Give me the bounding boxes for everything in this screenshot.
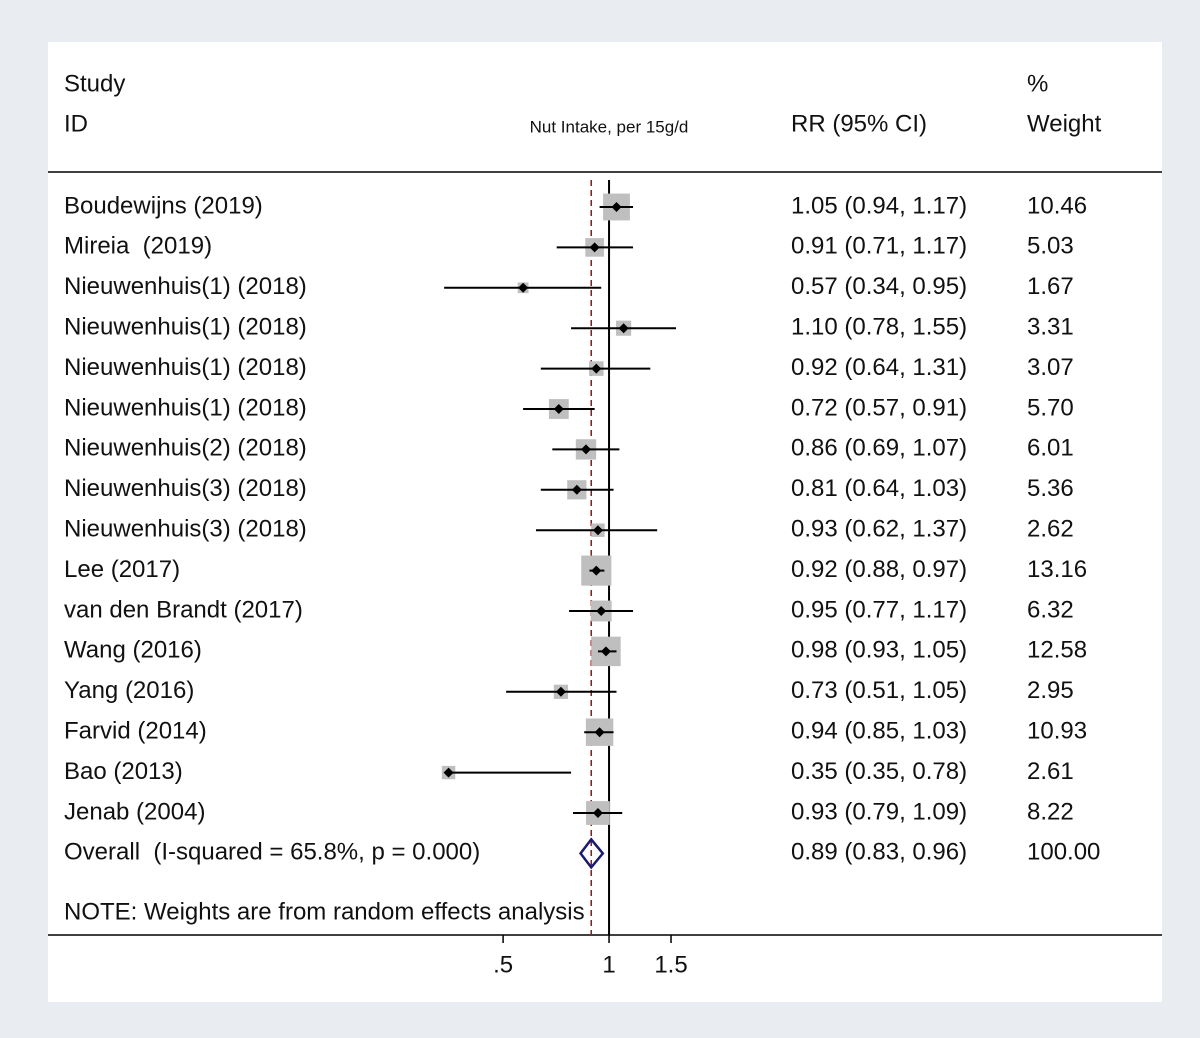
study-label: Nieuwenhuis(1) (2018) [64, 273, 307, 300]
weight-label: 2.95 [1027, 677, 1074, 704]
ci-label: 0.35 (0.35, 0.78) [791, 758, 967, 785]
weight-label: 3.07 [1027, 354, 1074, 381]
ci-label: 0.72 (0.57, 0.91) [791, 394, 967, 421]
weight-label: 5.70 [1027, 394, 1074, 421]
study-label: Yang (2016) [64, 677, 194, 704]
header-id: ID [64, 110, 88, 137]
point-estimate [591, 565, 602, 576]
study-label: Bao (2013) [64, 758, 183, 785]
weight-label: 10.46 [1027, 192, 1087, 219]
weight-label: 5.36 [1027, 475, 1074, 502]
header-study: Study [64, 70, 125, 97]
weight-label: 12.58 [1027, 637, 1087, 664]
ci-label: 0.94 (0.85, 1.03) [791, 718, 967, 745]
study-label: Lee (2017) [64, 556, 180, 583]
study-label: Nieuwenhuis(3) (2018) [64, 475, 307, 502]
study-label: Nieuwenhuis(1) (2018) [64, 394, 307, 421]
overall-ci-label: 0.89 (0.83, 0.96) [791, 839, 967, 866]
ci-label: 0.91 (0.71, 1.17) [791, 233, 967, 260]
point-estimate [596, 606, 607, 616]
point-estimate [580, 444, 591, 455]
study-label: van den Brandt (2017) [64, 596, 303, 623]
ci-label: 0.93 (0.62, 1.37) [791, 516, 967, 543]
point-estimate [518, 282, 529, 293]
weight-label: 2.61 [1027, 758, 1074, 785]
ci-label: 1.05 (0.94, 1.17) [791, 192, 967, 219]
study-label: Farvid (2014) [64, 718, 207, 745]
point-estimate [592, 808, 603, 818]
note: NOTE: Weights are from random effects an… [64, 898, 585, 925]
x-tick-label: .5 [493, 951, 513, 978]
study-label: Nieuwenhuis(2) (2018) [64, 435, 307, 462]
x-tick-label: 1 [602, 951, 615, 978]
weight-label: 6.01 [1027, 435, 1074, 462]
point-estimate [611, 202, 622, 212]
ci-label: 0.93 (0.79, 1.09) [791, 798, 967, 825]
study-label: Nieuwenhuis(3) (2018) [64, 516, 307, 543]
study-label: Nieuwenhuis(1) (2018) [64, 314, 307, 341]
point-estimate [443, 767, 454, 778]
ci-label: 0.95 (0.77, 1.17) [791, 596, 967, 623]
point-estimate [555, 686, 566, 697]
ci-label: 0.92 (0.88, 0.97) [791, 556, 967, 583]
point-estimate [594, 727, 605, 738]
point-estimate [589, 242, 600, 253]
weight-label: 6.32 [1027, 596, 1074, 623]
header-pct: % [1027, 70, 1048, 97]
weight-label: 8.22 [1027, 798, 1074, 825]
ci-label: 0.81 (0.64, 1.03) [791, 475, 967, 502]
ci-label: 0.98 (0.93, 1.05) [791, 637, 967, 664]
weight-label: 2.62 [1027, 516, 1074, 543]
ci-label: 1.10 (0.78, 1.55) [791, 314, 967, 341]
overall-diamond [578, 837, 605, 870]
study-label: Boudewijns (2019) [64, 192, 263, 219]
weight-label: 5.03 [1027, 233, 1074, 260]
ci-label: 0.73 (0.51, 1.05) [791, 677, 967, 704]
header-rr: RR (95% CI) [791, 110, 927, 137]
weight-label: 10.93 [1027, 718, 1087, 745]
point-estimate [553, 404, 564, 414]
weight-label: 3.31 [1027, 314, 1074, 341]
overall-label: Overall (I-squared = 65.8%, p = 0.000) [64, 839, 480, 866]
study-label: Jenab (2004) [64, 798, 205, 825]
ci-label: 0.86 (0.69, 1.07) [791, 435, 967, 462]
ci-label: 0.57 (0.34, 0.95) [791, 273, 967, 300]
point-estimate [600, 646, 611, 657]
header-effect: Nut Intake, per 15g/d [530, 117, 689, 136]
study-label: Nieuwenhuis(1) (2018) [64, 354, 307, 381]
point-estimate [592, 525, 603, 536]
weight-label: 13.16 [1027, 556, 1087, 583]
header-weight: Weight [1027, 110, 1102, 137]
point-estimate [618, 323, 629, 334]
weight-label: 1.67 [1027, 273, 1074, 300]
study-label: Wang (2016) [64, 637, 202, 664]
overall-weight-label: 100.00 [1027, 839, 1100, 866]
point-estimate [571, 484, 582, 495]
study-label: Mireia (2019) [64, 233, 212, 260]
point-estimate [591, 363, 602, 374]
ci-label: 0.92 (0.64, 1.31) [791, 354, 967, 381]
x-tick-label: 1.5 [654, 951, 687, 978]
